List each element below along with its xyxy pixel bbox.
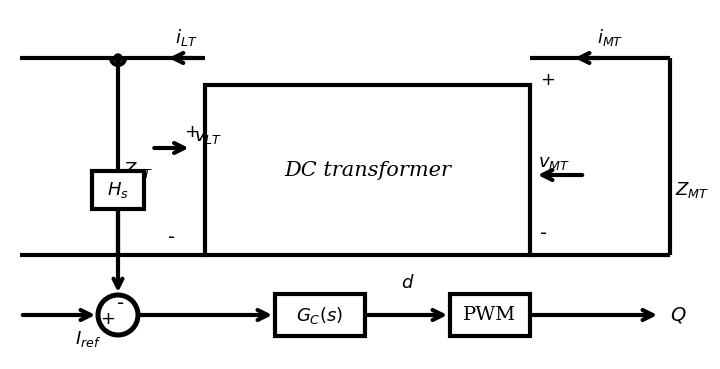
- Text: DC transformer: DC transformer: [284, 161, 451, 179]
- Text: $G_C(s)$: $G_C(s)$: [297, 304, 343, 325]
- Circle shape: [114, 54, 122, 62]
- Text: $i_{LT}$: $i_{LT}$: [174, 27, 197, 48]
- Text: +: +: [540, 71, 555, 89]
- Text: -: -: [540, 224, 547, 242]
- Text: PWM: PWM: [464, 306, 516, 324]
- Text: $Z_{LT}$: $Z_{LT}$: [123, 160, 153, 180]
- Bar: [92, 171, 144, 209]
- Bar: [205, 85, 530, 255]
- Text: $v_{MT}$: $v_{MT}$: [538, 154, 570, 172]
- Text: $i_{MT}$: $i_{MT}$: [597, 27, 624, 48]
- Text: $I_{ref}$: $I_{ref}$: [75, 329, 101, 349]
- Text: $v_{LT}$: $v_{LT}$: [194, 128, 222, 146]
- Text: -: -: [117, 293, 125, 313]
- Text: $H_s$: $H_s$: [107, 180, 129, 200]
- Text: $d$: $d$: [401, 274, 414, 292]
- Text: +: +: [184, 123, 199, 141]
- Text: $Z_{MT}$: $Z_{MT}$: [675, 180, 709, 200]
- Text: $Q$: $Q$: [670, 305, 687, 325]
- Text: -: -: [168, 228, 175, 246]
- Bar: [275, 294, 365, 336]
- Bar: [450, 294, 530, 336]
- Text: +: +: [101, 310, 115, 328]
- Circle shape: [98, 295, 138, 335]
